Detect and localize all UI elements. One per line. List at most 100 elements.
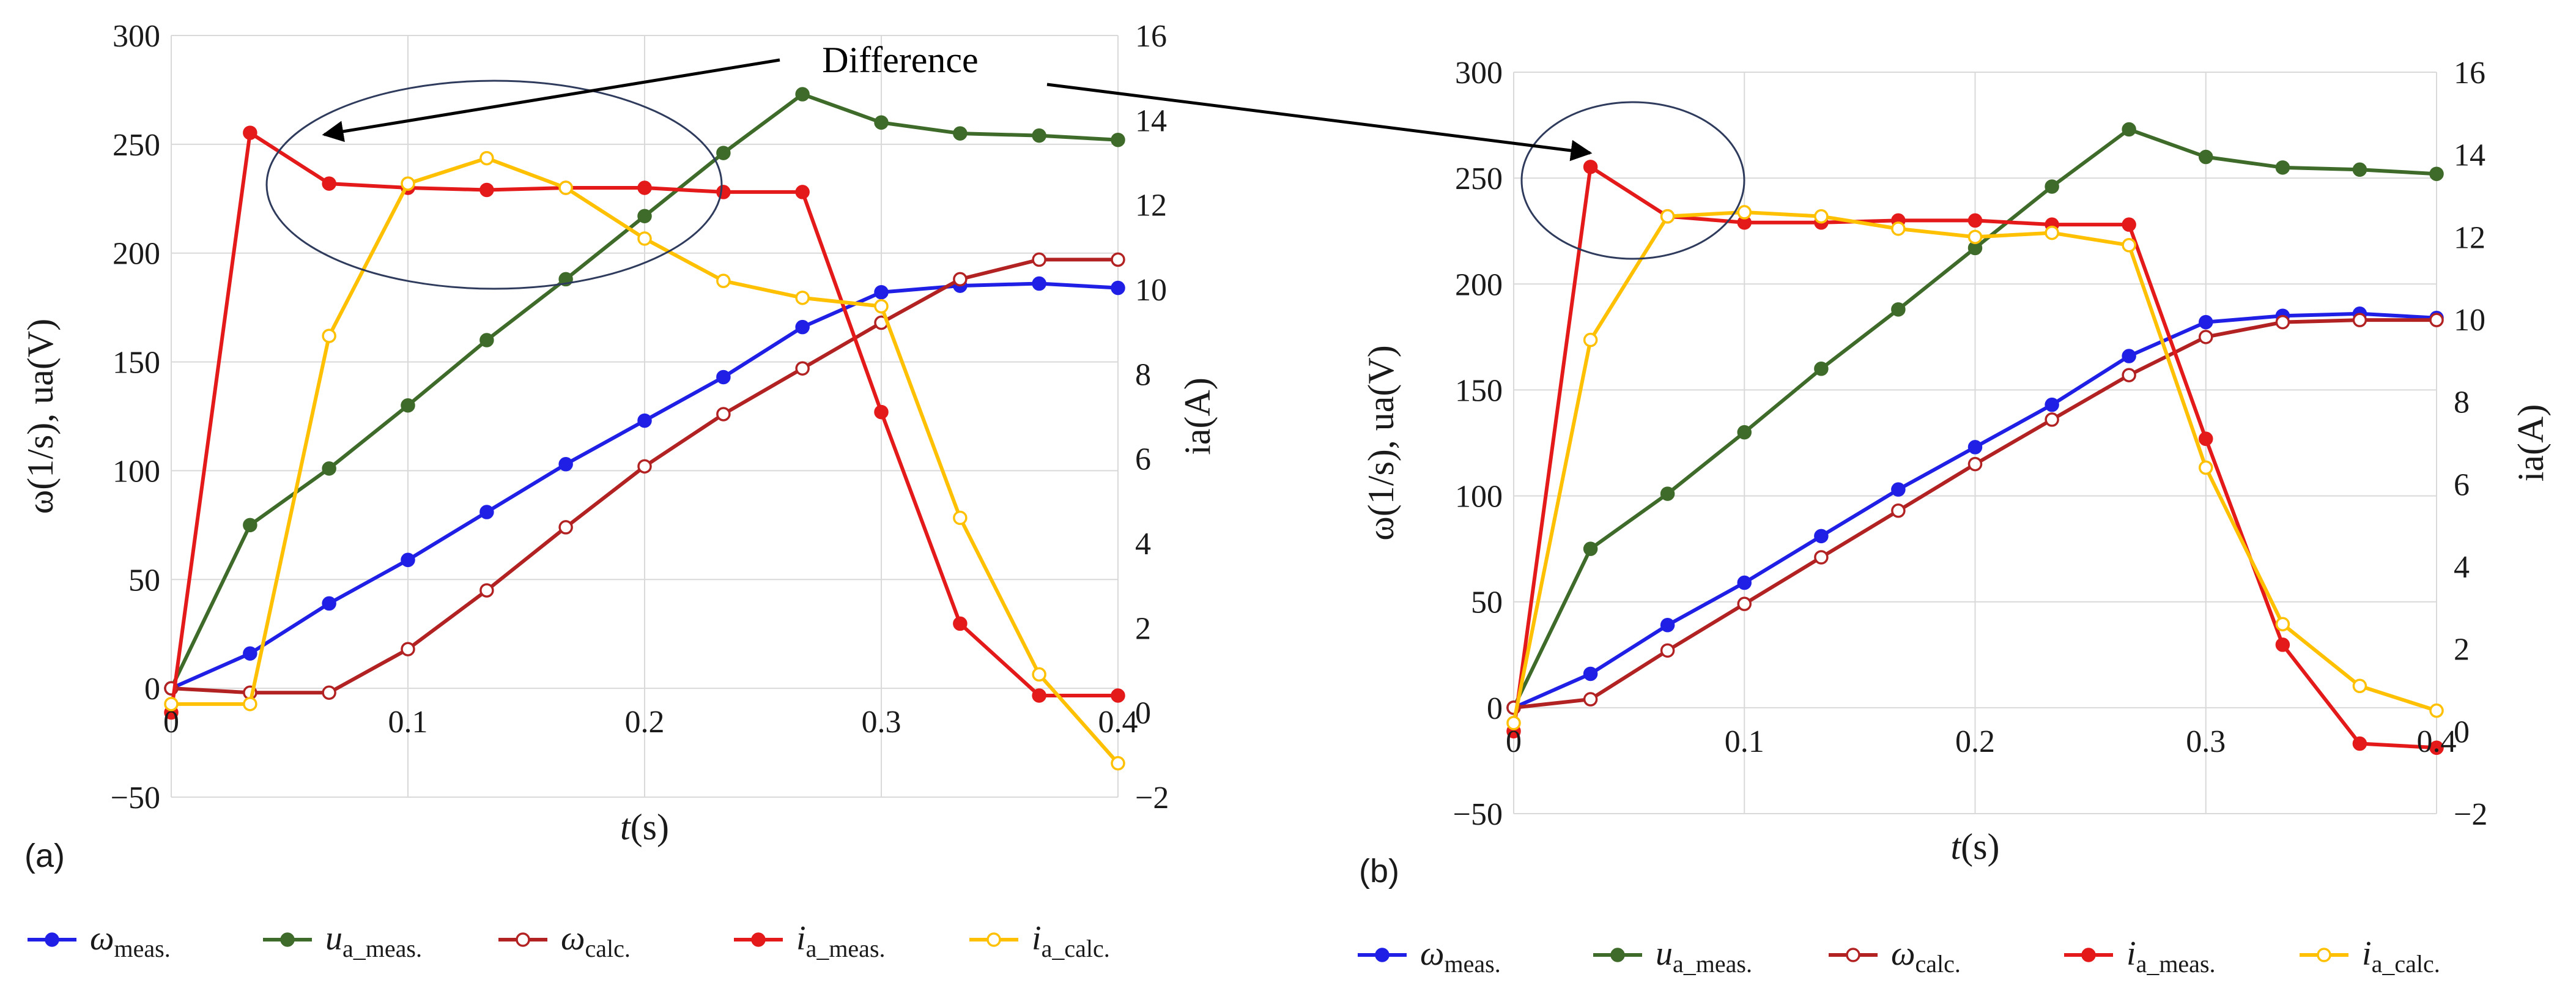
data-point-omega_meas <box>1967 440 1983 455</box>
data-point-omega_meas <box>1737 575 1752 590</box>
y-tick-label: 200 <box>1455 267 1503 302</box>
data-point-omega_calc <box>2122 368 2136 382</box>
data-point-omega_meas <box>558 457 573 472</box>
data-point-ua_meas <box>322 461 336 476</box>
x-tick-label: 0.1 <box>1725 724 1764 759</box>
legend-marker <box>2081 948 2096 962</box>
legend-label: ia_calc. <box>1032 919 1110 962</box>
legend-symbol: i <box>2362 935 2372 973</box>
legend-subscript: a_meas. <box>2136 950 2216 978</box>
data-point-ua_meas <box>479 333 494 347</box>
data-point-omega_calc <box>1967 456 1983 472</box>
data-point-ua_meas <box>243 518 257 533</box>
x-tick-label: 0.4 <box>1098 705 1138 740</box>
data-point-omega_meas <box>1032 276 1046 291</box>
legend-symbol: i <box>796 919 806 957</box>
data-point-ia_meas <box>795 185 810 199</box>
legend-item-omega_calc: ωcalc. <box>498 919 631 962</box>
data-point-ia_calc <box>2122 238 2136 253</box>
data-point-ua_meas <box>2352 162 2367 177</box>
legend-item-omega_meas: ωmeas. <box>28 919 171 962</box>
data-point-ua_meas <box>2122 122 2136 137</box>
legend-item-ua_meas: ua_meas. <box>1593 935 1752 978</box>
axis-layer: −50 0 50 100 150 200 250 300 0 0.1 0.2 0.3 0.4 −2 0 2 4 6… <box>1453 56 2488 832</box>
difference-label: Difference <box>822 40 978 80</box>
x-axis-label-sym: t <box>620 807 631 847</box>
legend-label: ωmeas. <box>90 919 171 962</box>
y-tick-label: 50 <box>1471 585 1503 620</box>
data-point-ia_meas <box>2352 736 2367 751</box>
x-tick-label: 0 <box>1506 724 1522 759</box>
legend-marker <box>986 932 1001 947</box>
legend-marker <box>280 932 295 947</box>
data-point-ua_meas <box>1814 362 1829 376</box>
data-point-omega_meas <box>1111 280 1125 295</box>
data-point-omega_calc <box>2429 313 2444 327</box>
y-tick-label: 0 <box>1487 691 1503 726</box>
y2-tick-label: −2 <box>1135 781 1169 815</box>
legend-marker <box>1846 948 1860 962</box>
data-point-ia_calc <box>1891 221 1906 236</box>
x-tick-label: 0.3 <box>2186 724 2226 759</box>
data-point-ia_meas <box>1583 160 1598 174</box>
y-tick-label: 150 <box>113 346 160 381</box>
data-point-ia_meas <box>637 180 652 195</box>
data-point-omega_calc <box>2352 313 2367 327</box>
data-point-omega_calc <box>953 272 968 287</box>
grid-lines <box>1513 72 2437 814</box>
legend-symbol: u <box>1656 935 1673 973</box>
y2-tick-label: 2 <box>1135 611 1151 646</box>
arrow-to-panel-b <box>1046 83 1593 162</box>
y2-tick-label: 14 <box>1135 103 1167 138</box>
legend-label: ωmeas. <box>1420 935 1501 978</box>
y-tick-label: −50 <box>111 781 160 815</box>
axis-layer: −50 0 50 100 150 200 250 300 0 0.1 0.2 0.3 0.4 −2 0 2 4 6… <box>111 19 1169 815</box>
legend-item-omega_meas: ωmeas. <box>1358 935 1501 978</box>
data-point-omega_calc <box>1660 643 1675 658</box>
y2-tick-label: 4 <box>1135 527 1151 562</box>
y2-tick-label: −2 <box>2454 797 2487 832</box>
x-tick-label: 0.2 <box>625 705 665 740</box>
y-tick-label: 100 <box>113 454 160 489</box>
difference-ellipse <box>1520 101 1745 260</box>
legend-subscript: meas. <box>114 935 171 962</box>
y2-tick-label: 14 <box>2454 138 2485 173</box>
data-point-ua_meas <box>2275 160 2290 175</box>
data-point-ia_calc <box>1967 229 1983 245</box>
legend-marker <box>2317 948 2331 962</box>
y-axis-label: ω(1/s), ua(V) <box>1361 345 1401 540</box>
x-axis-label: t(s) <box>1951 826 2000 867</box>
data-point-ia_calc <box>2352 678 2367 694</box>
data-point-ia_meas <box>479 182 494 198</box>
data-point-ia_calc <box>1583 332 1598 347</box>
data-point-ua_meas <box>1111 132 1125 147</box>
data-point-ia_meas <box>2122 217 2136 232</box>
legend-marker <box>516 932 530 947</box>
data-point-ia_calc <box>1506 716 1521 730</box>
data-point-ia_calc <box>637 231 652 246</box>
data-point-ia_calc <box>2429 703 2444 718</box>
legend-subscript: a_meas. <box>1673 950 1752 978</box>
data-point-omega_meas <box>322 596 336 611</box>
data-point-ua_meas <box>1032 128 1046 143</box>
x-axis-label-unit: (s) <box>631 807 669 847</box>
data-point-ua_meas <box>1737 425 1752 440</box>
legend-label: ia_calc. <box>2362 935 2440 978</box>
panel-a: −50 0 50 100 150 200 250 300 0 0.1 0.2 0.3 0.4 −2 0 2 4 6… <box>20 19 1218 874</box>
data-point-ia_calc <box>164 697 179 711</box>
data-point-ua_meas <box>874 115 889 130</box>
data-point-ia_meas <box>1967 213 1983 228</box>
data-point-ia_calc <box>953 510 968 525</box>
legend-marker <box>1375 948 1390 962</box>
data-point-omega_calc <box>558 520 573 535</box>
legend-b: ωmeas. ua_meas. ωcalc. ia_meas. ia_calc. <box>1358 935 2440 978</box>
data-point-omega_meas <box>1660 618 1675 633</box>
data-point-ia_meas <box>2275 637 2290 652</box>
y-tick-label: 250 <box>1455 162 1503 196</box>
data-point-omega_calc <box>2275 314 2290 330</box>
data-point-omega_meas <box>795 319 810 335</box>
panel-label: (a) <box>24 837 65 874</box>
data-point-ua_meas <box>1660 486 1675 501</box>
legend-subscript: calc. <box>585 935 631 962</box>
legend-label: ωcalc. <box>561 919 631 962</box>
